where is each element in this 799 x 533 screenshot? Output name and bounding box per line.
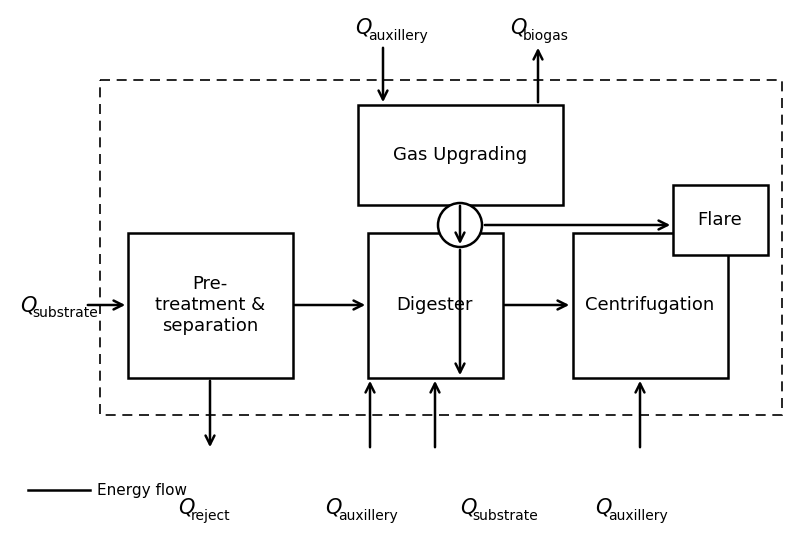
Text: Energy flow: Energy flow — [97, 482, 187, 497]
Text: Q: Q — [20, 295, 37, 315]
Text: reject: reject — [191, 509, 230, 523]
Text: Pre-
treatment &
separation: Pre- treatment & separation — [155, 275, 265, 335]
Text: substrate: substrate — [473, 509, 539, 523]
Text: Centrifugation: Centrifugation — [586, 296, 714, 314]
Text: Q: Q — [325, 498, 341, 518]
Bar — [368, 232, 503, 377]
Text: auxillery: auxillery — [368, 29, 427, 43]
Text: biogas: biogas — [523, 29, 569, 43]
Bar — [573, 232, 728, 377]
Bar — [100, 80, 782, 415]
Text: auxillery: auxillery — [608, 509, 667, 523]
Bar — [128, 232, 292, 377]
Text: auxillery: auxillery — [338, 509, 397, 523]
Bar — [673, 185, 768, 255]
Text: Q: Q — [510, 18, 527, 38]
Circle shape — [438, 203, 482, 247]
Text: Digester: Digester — [397, 296, 473, 314]
Text: Gas Upgrading: Gas Upgrading — [393, 146, 527, 164]
Text: Q: Q — [178, 498, 194, 518]
Text: substrate: substrate — [33, 306, 98, 320]
Text: Flare: Flare — [698, 211, 742, 229]
Text: Q: Q — [460, 498, 476, 518]
Text: Q: Q — [595, 498, 611, 518]
Text: Q: Q — [355, 18, 372, 38]
Bar — [357, 105, 562, 205]
